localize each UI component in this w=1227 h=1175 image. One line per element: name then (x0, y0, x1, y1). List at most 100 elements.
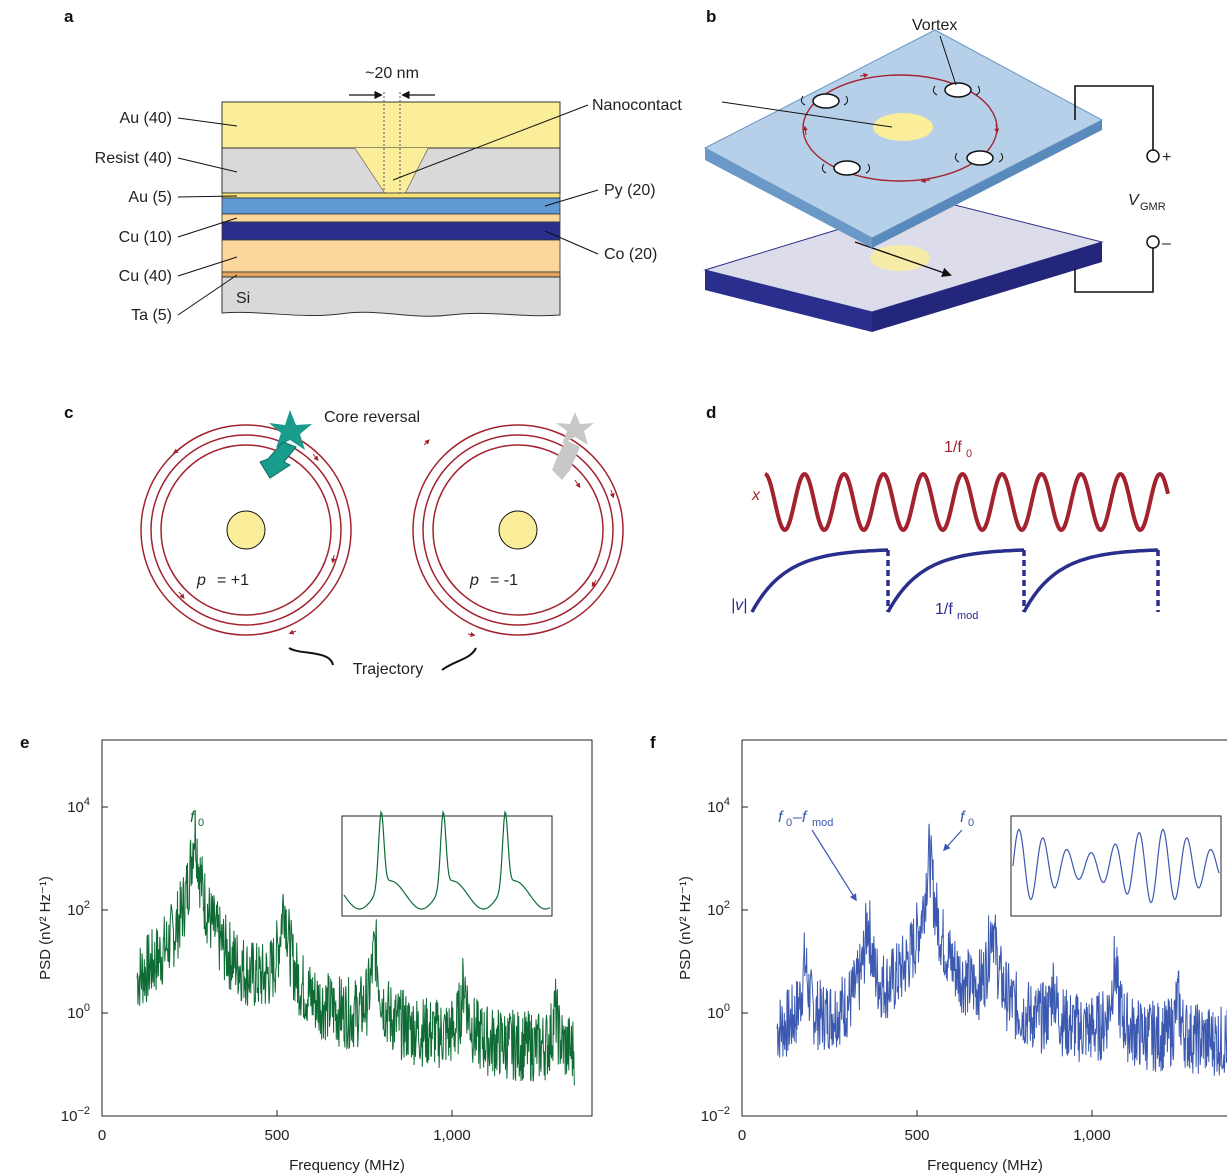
contact-disk-left (226, 510, 266, 550)
layer-label: Co (20) (604, 246, 657, 263)
core-reversal-arrow-gray (552, 440, 580, 480)
layer-label: Cu (10) (119, 229, 172, 246)
f0-label-e: f (190, 809, 196, 826)
co-slab-front (705, 270, 872, 332)
si-substrate (221, 276, 561, 317)
core-reversal-arrow (259, 441, 297, 479)
minus-terminal: – (1162, 235, 1171, 252)
p-symbol-right: p (469, 572, 479, 589)
ta-layer (221, 271, 561, 278)
vortex-cores (812, 82, 994, 176)
psd-trace-f (776, 823, 1227, 1076)
panel-d: d 1/f 0 x |v| 1/f mod (706, 403, 1170, 622)
trajectory-right (412, 424, 624, 636)
layer-label: Cu (40) (119, 268, 172, 285)
sideband-minus: –f (792, 809, 808, 826)
velocity-curve (750, 548, 1159, 613)
reset-lines (886, 550, 1160, 612)
cu10-layer (221, 213, 561, 223)
panel-letter-f: f (650, 733, 656, 752)
y-tick-label: 100 (707, 1002, 730, 1022)
y-tick-label: 102 (707, 899, 730, 919)
layer-label: Ta (5) (131, 307, 172, 324)
x-label: x (751, 487, 761, 504)
co-slab-side (872, 242, 1102, 332)
panel-letter-e: e (20, 733, 29, 752)
layer-labels-right: Py (20) Co (20) (544, 182, 657, 263)
nanocontact-fill (355, 148, 428, 193)
vortex-label: Vortex (912, 17, 957, 34)
sideband-sub0: 0 (786, 817, 792, 829)
axis-ticks-e: 0 500 1,000 10−2 100 102 104 (61, 796, 471, 1144)
p-value-right: = -1 (490, 572, 518, 589)
sideband-label-f: f (778, 809, 784, 826)
x-tick-label: 1,000 (433, 1127, 471, 1144)
core-reversal-star (269, 410, 312, 450)
inset-e (341, 815, 553, 917)
panel-letter-b: b (706, 7, 716, 26)
layer-label: Au (5) (128, 189, 172, 206)
x-tick-label: 0 (738, 1127, 746, 1144)
mod-sub: mod (957, 610, 978, 622)
sine-wave (764, 471, 1170, 533)
si-label: Si (236, 290, 250, 307)
au5-layer (221, 192, 561, 199)
au40-layer (221, 101, 561, 149)
py-slab-side (872, 120, 1102, 248)
y-tick-label: 10−2 (701, 1105, 730, 1125)
nanocontact-label: Nanocontact (592, 97, 682, 114)
inset-f (1010, 815, 1222, 917)
f0-sub-e: 0 (198, 817, 204, 829)
panel-letter-a: a (64, 7, 74, 26)
py-layer (221, 197, 561, 215)
inset-trace-e (343, 810, 551, 910)
inset-trace-f (1012, 828, 1220, 904)
y-axis-label-f: PSD (nV² Hz⁻¹) (677, 876, 694, 980)
panel-letter-d: d (706, 403, 716, 422)
x-tick-label: 0 (98, 1127, 106, 1144)
trajectory-left (140, 424, 352, 636)
layer-label: Py (20) (604, 182, 656, 199)
panel-a: a Si ~20 nm Nanocontact Au (40) Resist (… (64, 7, 682, 324)
x-tick-label: 500 (904, 1127, 929, 1144)
layer-label: Resist (40) (95, 150, 172, 167)
plot-frame-e (101, 739, 593, 1117)
panel-b: b Vortex (703, 7, 1171, 332)
contact-spot-top (873, 113, 933, 141)
layer-label: Au (40) (120, 110, 172, 127)
y-tick-label: 104 (707, 796, 730, 816)
plus-terminal: + (1162, 149, 1171, 166)
co-layer (221, 221, 561, 241)
panel-letter-c: c (64, 403, 73, 422)
x-tick-label: 500 (264, 1127, 289, 1144)
vgmr-symbol: V (1128, 192, 1140, 209)
cu40-layer (221, 239, 561, 273)
core-reversal-star-gray (556, 412, 594, 445)
core-reversal-label: Core reversal (324, 409, 420, 426)
p-value-left: = +1 (217, 572, 249, 589)
p-symbol-left: p (196, 572, 206, 589)
x-axis-label-e: Frequency (MHz) (289, 1157, 405, 1174)
axis-ticks-f: 0 500 1,000 10−2 100 102 104 (701, 796, 1111, 1144)
x-axis-label-f: Frequency (MHz) (927, 1157, 1043, 1174)
y-tick-label: 104 (67, 796, 90, 816)
y-tick-label: 10−2 (61, 1105, 90, 1125)
y-tick-label: 100 (67, 1002, 90, 1022)
contact-disk-right (498, 510, 538, 550)
f0-sub-f: 0 (968, 817, 974, 829)
sideband-sub-mod: mod (812, 817, 833, 829)
trajectory-label: Trajectory (353, 661, 424, 678)
plot-frame-f (741, 739, 1227, 1117)
f0-label-f: f (960, 809, 966, 826)
py-slab-front (705, 148, 872, 248)
mod-label: 1/f (935, 601, 953, 618)
gap-label: ~20 nm (365, 65, 419, 82)
vgmr-subscript: GMR (1140, 201, 1166, 213)
v-label: |v| (731, 597, 747, 614)
x-tick-label: 1,000 (1073, 1127, 1111, 1144)
y-axis-label-e: PSD (nV² Hz⁻¹) (37, 876, 54, 980)
psd-trace-e (136, 809, 575, 1086)
layer-labels-left: Au (40) Resist (40) Au (5) Cu (10) Cu (4… (95, 110, 238, 324)
